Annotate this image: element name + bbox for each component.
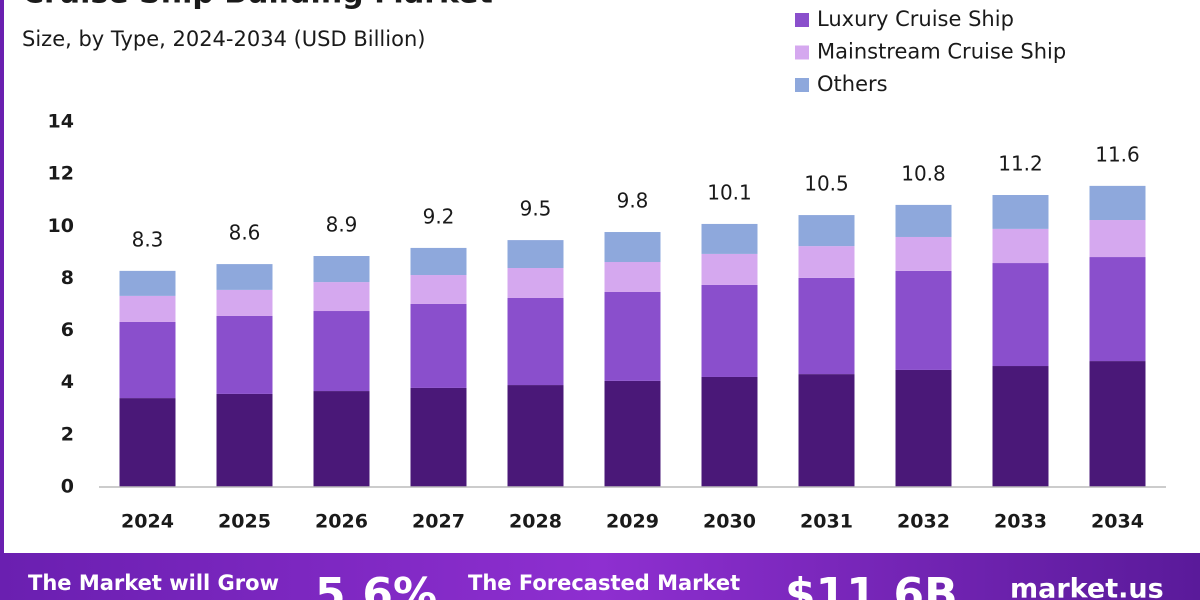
left-stripe [0, 0, 4, 600]
x-tick-label: 2032 [897, 511, 950, 533]
y-tick-label: 0 [61, 476, 74, 498]
x-tick-label: 2027 [412, 511, 465, 533]
legend-label: Luxury Cruise Ship [817, 7, 1014, 31]
bar-segment [1089, 185, 1146, 221]
total-label: 8.3 [132, 227, 164, 251]
bar-segment [410, 275, 467, 304]
bar-segment [507, 240, 564, 268]
bar-segment [216, 315, 273, 394]
bar-segment [313, 256, 370, 283]
legend-label: Others [817, 72, 888, 96]
total-label: 10.8 [901, 161, 946, 185]
bar-segment [895, 236, 952, 271]
bar-segment [313, 311, 370, 392]
bar-segment [604, 232, 661, 263]
bar-segment [507, 297, 564, 386]
bar-segment [895, 204, 952, 237]
bar-segment [119, 321, 176, 399]
x-tick-label: 2028 [509, 511, 562, 533]
banner-text: The Market will Grow [28, 571, 279, 595]
bar-segment [895, 270, 952, 370]
total-label: 11.2 [998, 152, 1043, 176]
x-tick-label: 2034 [1091, 511, 1144, 533]
bar-segment [992, 366, 1049, 487]
y-tick-label: 2 [61, 423, 74, 445]
bar-segment [119, 295, 176, 322]
total-label: 8.6 [229, 221, 261, 245]
total-label: 8.9 [326, 213, 358, 237]
total-label: 9.8 [617, 189, 649, 213]
bar-segment [798, 215, 855, 247]
bar-segment [507, 385, 564, 487]
y-tick-label: 4 [61, 371, 74, 393]
bar-segment [798, 277, 855, 375]
banner-cagr: 5.6% [315, 569, 437, 600]
bar-segment [701, 253, 758, 285]
banner-text: The Forecasted Market [468, 571, 740, 595]
bar-segment [992, 228, 1049, 264]
bar-segment [701, 376, 758, 487]
total-label: 10.5 [804, 172, 849, 196]
bar-segment [895, 369, 952, 487]
bar-segment [216, 264, 273, 290]
legend-swatch [795, 13, 809, 27]
legend-swatch [795, 45, 809, 60]
chart-subtitle: Size, by Type, 2024-2034 (USD Billion) [22, 27, 425, 51]
bar-segment [604, 262, 661, 292]
bar-segment [313, 391, 370, 487]
x-tick-label: 2025 [218, 511, 271, 533]
bar-segment [410, 303, 467, 388]
y-tick-label: 6 [61, 319, 74, 341]
total-label: 9.5 [520, 197, 552, 221]
bar-segment [604, 380, 661, 487]
bar-segment [701, 284, 758, 377]
bar-segment [1089, 361, 1146, 487]
brand: market.us [1010, 574, 1164, 600]
banner-value: $11.6B [785, 569, 958, 600]
bar-segment [216, 393, 273, 487]
legend-swatch [795, 78, 809, 92]
y-tick-label: 14 [48, 111, 74, 133]
bar-segment [798, 246, 855, 278]
banner [0, 553, 1200, 600]
x-tick-label: 2030 [703, 511, 756, 533]
bar-segment [313, 282, 370, 312]
bar-segment [992, 263, 1049, 367]
x-tick-label: 2029 [606, 511, 659, 533]
total-label: 9.2 [423, 204, 455, 228]
x-tick-label: 2033 [994, 511, 1047, 533]
legend-label: Mainstream Cruise Ship [817, 40, 1066, 64]
bar-segment [1089, 220, 1146, 258]
bar-segment [119, 270, 176, 296]
bar-segment [1089, 257, 1146, 362]
x-tick-label: 2024 [121, 511, 174, 533]
total-label: 11.6 [1095, 142, 1140, 166]
x-tick-label: 2031 [800, 511, 853, 533]
chart-title: Cruise Ship Building Market [22, 0, 493, 11]
y-tick-label: 8 [61, 267, 74, 289]
bar-segment [992, 195, 1049, 229]
bar-segment [798, 374, 855, 487]
bar-segment [410, 247, 467, 276]
total-label: 10.1 [707, 180, 752, 204]
bar-segment [216, 289, 273, 316]
bar-segment [701, 223, 758, 254]
y-tick-label: 10 [48, 215, 74, 237]
bar-segment [119, 398, 176, 487]
bar-segment [507, 268, 564, 298]
y-tick-label: 12 [48, 163, 74, 185]
bar-segment [604, 291, 661, 381]
x-tick-label: 2026 [315, 511, 368, 533]
bar-segment [410, 387, 467, 487]
